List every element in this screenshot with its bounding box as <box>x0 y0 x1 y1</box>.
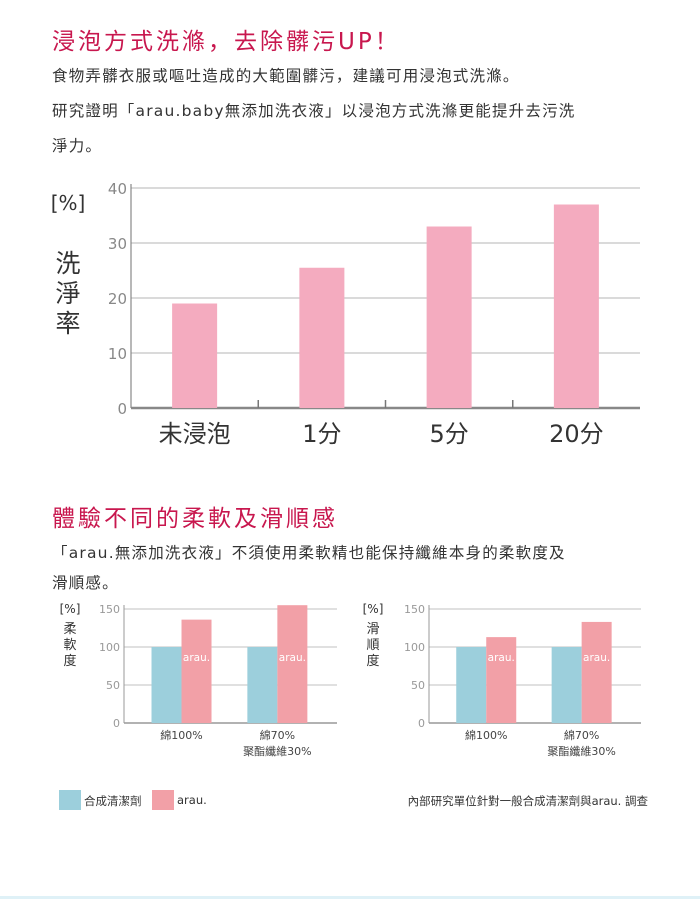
chart2-category-label: 聚酯纖維30% <box>243 744 311 758</box>
chart1-ylabel-char: 洗 <box>55 249 80 278</box>
chart3-category-label: 綿70% <box>564 728 599 742</box>
chart1-bar <box>299 267 345 408</box>
chart3-bar-label: arau. <box>583 652 610 664</box>
chart3-bar-arau <box>581 621 612 723</box>
chart2-unit-label: [%] <box>60 602 81 616</box>
chart1-bar <box>172 303 218 408</box>
section1-line-2: 研究證明「arau.baby無添加洗衣液」以浸泡方式洗滌更能提升去污洗 <box>52 102 576 120</box>
chart3-ylabel-char: 度 <box>366 653 379 669</box>
chart1-ylabel-char: 淨 <box>55 279 80 308</box>
chart3-category-label: 聚酯纖維30% <box>547 744 615 758</box>
chart2-tick-label: 150 <box>99 603 120 616</box>
chart3-tick-label: 150 <box>404 603 425 616</box>
chart1-tick-label: 10 <box>108 345 127 363</box>
chart1-tick-label: 40 <box>108 180 127 198</box>
chart2-ylabel-char: 柔 <box>63 622 76 637</box>
chart2-category-label: 綿100% <box>160 728 202 742</box>
chart1-category-label: 20分 <box>549 420 604 448</box>
section1-line-1: 食物弄髒衣服或嘔吐造成的大範圍髒污，建議可用浸泡式洗滌。 <box>52 67 520 85</box>
chart2-ylabel-char: 度 <box>63 653 76 669</box>
chart2-bar-arau <box>277 605 308 723</box>
section1-title: 浸泡方式洗滌，去除髒污UP！ <box>52 29 401 55</box>
legend-swatch-arau <box>152 790 174 810</box>
chart2-bar-synthetic <box>151 647 182 723</box>
section1-line-3: 淨力。 <box>52 137 103 155</box>
chart2-bar-synthetic <box>247 647 278 723</box>
section2-line-2: 滑順感。 <box>52 574 119 592</box>
section2-title: 體驗不同的柔軟及滑順感 <box>52 506 338 532</box>
chart2-bar-arau <box>181 619 212 723</box>
chart3-tick-label: 50 <box>411 679 425 692</box>
chart1-tick-label: 30 <box>108 235 127 253</box>
legend-label-arau: arau. <box>177 793 207 807</box>
bottom-band <box>0 896 700 899</box>
survey-footnote: 內部研究單位針對一般合成清潔劑與arau. 調查 <box>407 794 648 808</box>
chart3-bar-synthetic <box>456 647 487 723</box>
chart2-bar-label: arau. <box>183 652 210 664</box>
chart2-bar-label: arau. <box>279 652 306 664</box>
chart1-category-label: 未浸泡 <box>159 420 231 448</box>
chart1-tick-label: 20 <box>108 290 127 308</box>
chart2-category-label: 綿70% <box>260 728 295 742</box>
legend-swatch-synthetic <box>59 790 81 810</box>
chart2-tick-label: 100 <box>99 641 120 654</box>
chart1-bar <box>553 204 599 408</box>
chart3-bar-arau <box>486 637 517 723</box>
chart1-category-label: 1分 <box>302 420 341 448</box>
chart2-tick-label: 0 <box>113 717 120 730</box>
chart1-ylabel-char: 率 <box>55 309 80 338</box>
chart1-unit-label: [%] <box>51 191 86 215</box>
chart3-ylabel-char: 順 <box>366 638 379 653</box>
chart1-category-label: 5分 <box>429 420 468 448</box>
chart2-tick-label: 50 <box>106 679 120 692</box>
chart3-category-label: 綿100% <box>465 728 507 742</box>
chart3-unit-label: [%] <box>363 602 384 616</box>
chart3-bar-label: arau. <box>488 652 515 664</box>
chart1-bar <box>426 226 472 408</box>
chart1-tick-label: 0 <box>117 400 127 418</box>
chart3-tick-label: 0 <box>418 717 425 730</box>
chart3-tick-label: 100 <box>404 641 425 654</box>
chart3-ylabel-char: 滑 <box>366 622 379 637</box>
chart2-ylabel-char: 軟 <box>63 637 76 653</box>
chart3-bar-synthetic <box>551 647 582 723</box>
legend-label-synthetic: 合成清潔劑 <box>84 794 142 808</box>
section2-line-1: 「arau.無添加洗衣液」不須使用柔軟精也能保持纖維本身的柔軟度及 <box>52 544 566 562</box>
